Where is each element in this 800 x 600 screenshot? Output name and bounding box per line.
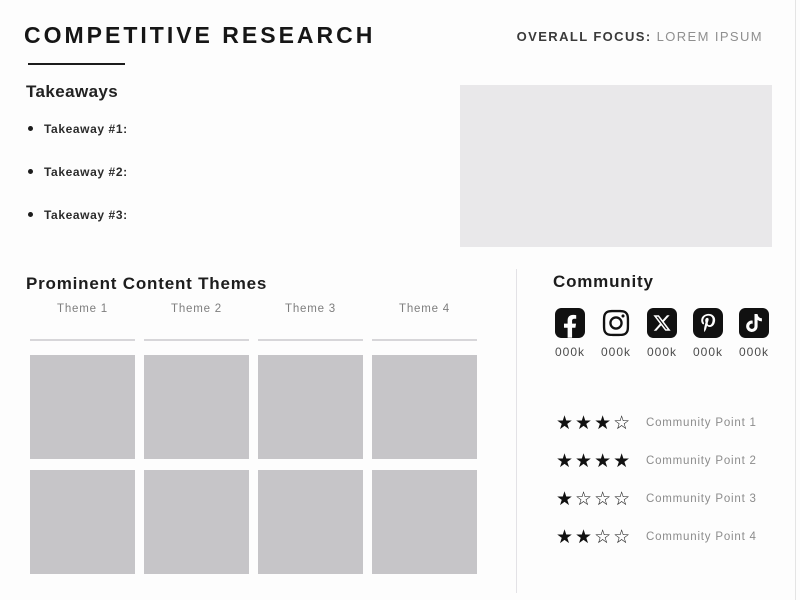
pinterest-icon[interactable] bbox=[693, 308, 723, 338]
star-rating-icon: ★☆☆☆ bbox=[556, 488, 633, 510]
takeaway-label: Takeaway #1: bbox=[44, 121, 128, 136]
platform-count: 000k bbox=[738, 345, 770, 359]
bullet-icon bbox=[28, 169, 33, 174]
rating-label: Community Point 1 bbox=[646, 417, 757, 429]
takeaways-heading: Takeaways bbox=[26, 82, 119, 101]
rating-row: ★★★★ Community Point 2 bbox=[556, 447, 757, 475]
bullet-icon bbox=[28, 212, 33, 217]
theme-image-placeholder bbox=[144, 470, 249, 574]
rating-label: Community Point 3 bbox=[646, 493, 757, 505]
star-rating-icon: ★★★★ bbox=[556, 450, 633, 472]
social-platforms-row: 000k 000k 000k 000k bbox=[547, 308, 779, 359]
takeaway-label: Takeaway #2: bbox=[44, 164, 128, 179]
overall-focus-value: LOREM IPSUM bbox=[656, 29, 763, 44]
platform-pinterest: 000k bbox=[685, 308, 731, 359]
theme-image-placeholder bbox=[258, 470, 363, 574]
community-heading: Community bbox=[553, 272, 654, 291]
takeaway-list: Takeaway #1: Takeaway #2: Takeaway #3: bbox=[28, 121, 128, 250]
bullet-icon bbox=[28, 126, 33, 131]
theme-column-4: Theme 4 bbox=[372, 303, 477, 574]
theme-image-placeholder bbox=[30, 470, 135, 574]
theme-column-3: Theme 3 bbox=[258, 303, 363, 574]
star-rating-icon: ★★☆☆ bbox=[556, 526, 633, 548]
list-item: Takeaway #2: bbox=[28, 164, 128, 179]
overall-focus: OVERALL FOCUS: LOREM IPSUM bbox=[517, 29, 763, 44]
platform-count: 000k bbox=[646, 345, 678, 359]
rating-row: ★☆☆☆ Community Point 3 bbox=[556, 485, 757, 513]
hero-image-placeholder bbox=[460, 85, 772, 247]
community-ratings-list: ★★★☆ Community Point 1 ★★★★ Community Po… bbox=[556, 409, 757, 561]
rating-label: Community Point 2 bbox=[646, 455, 757, 467]
platform-x: 000k bbox=[639, 308, 685, 359]
theme-image-placeholder bbox=[258, 355, 363, 459]
theme-underline bbox=[372, 339, 477, 341]
takeaway-label: Takeaway #3: bbox=[44, 207, 128, 222]
theme-underline bbox=[258, 339, 363, 341]
theme-image-placeholder bbox=[144, 355, 249, 459]
platform-count: 000k bbox=[600, 345, 632, 359]
platform-instagram: 000k bbox=[593, 308, 639, 359]
theme-underline bbox=[144, 339, 249, 341]
star-rating-icon: ★★★☆ bbox=[556, 412, 633, 434]
rating-row: ★★☆☆ Community Point 4 bbox=[556, 523, 757, 551]
page-title: COMPETITIVE RESEARCH bbox=[24, 22, 376, 48]
list-item: Takeaway #1: bbox=[28, 121, 128, 136]
platform-count: 000k bbox=[692, 345, 724, 359]
tiktok-icon[interactable] bbox=[739, 308, 769, 338]
theme-column-1: Theme 1 bbox=[30, 303, 135, 574]
theme-label: Theme 2 bbox=[171, 303, 222, 315]
theme-column-2: Theme 2 bbox=[144, 303, 249, 574]
page-edge-line bbox=[795, 0, 796, 600]
platform-tiktok: 000k bbox=[731, 308, 777, 359]
rating-label: Community Point 4 bbox=[646, 531, 757, 543]
list-item: Takeaway #3: bbox=[28, 207, 128, 222]
facebook-icon[interactable] bbox=[555, 308, 585, 338]
title-underline bbox=[28, 63, 125, 65]
section-divider bbox=[516, 269, 517, 593]
platform-count: 000k bbox=[554, 345, 586, 359]
theme-label: Theme 3 bbox=[285, 303, 336, 315]
theme-label: Theme 4 bbox=[399, 303, 450, 315]
theme-image-placeholder bbox=[372, 355, 477, 459]
rating-row: ★★★☆ Community Point 1 bbox=[556, 409, 757, 437]
theme-image-placeholder bbox=[372, 470, 477, 574]
theme-image-placeholder bbox=[30, 355, 135, 459]
platform-facebook: 000k bbox=[547, 308, 593, 359]
instagram-icon[interactable] bbox=[601, 308, 631, 338]
themes-grid: Theme 1 Theme 2 Theme 3 Theme 4 bbox=[30, 303, 477, 574]
overall-focus-label: OVERALL FOCUS: bbox=[516, 29, 652, 44]
themes-heading: Prominent Content Themes bbox=[26, 274, 268, 293]
theme-label: Theme 1 bbox=[57, 303, 108, 315]
x-twitter-icon[interactable] bbox=[647, 308, 677, 338]
theme-underline bbox=[30, 339, 135, 341]
